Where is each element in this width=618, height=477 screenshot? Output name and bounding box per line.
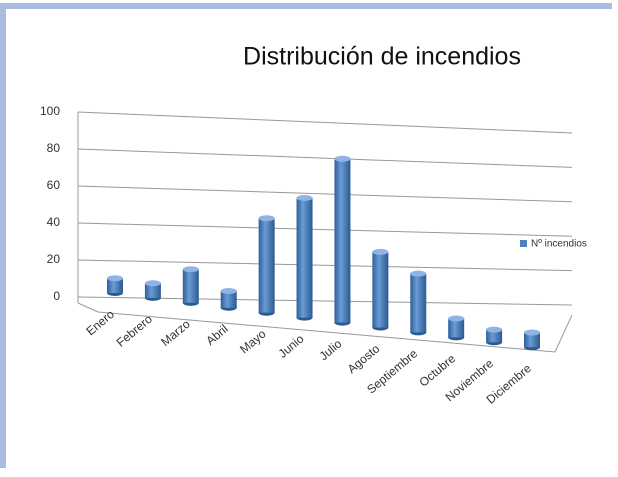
bar — [448, 318, 465, 338]
bar-top — [524, 329, 540, 336]
y-tick-label: 100 — [40, 104, 60, 118]
bar-top — [220, 287, 237, 294]
bar-top — [107, 275, 123, 282]
bar — [258, 218, 275, 313]
y-tick-label: 80 — [47, 141, 61, 155]
grid-line — [77, 259, 573, 272]
bar-top — [296, 194, 313, 201]
y-tick-label: 20 — [47, 252, 61, 266]
bar-top — [486, 326, 503, 333]
y-tick-label: 0 — [53, 289, 60, 303]
grid-line — [77, 148, 573, 168]
bar-top — [410, 270, 427, 277]
bar — [144, 283, 161, 298]
bar-top — [258, 215, 275, 222]
grid-line — [77, 222, 573, 237]
grid-line — [77, 111, 573, 134]
bar — [220, 290, 237, 308]
legend-label: Nº incendios — [531, 239, 587, 250]
chart-title: Distribución de incendios — [243, 43, 521, 71]
y-tick-label: 40 — [47, 215, 61, 229]
legend-swatch — [520, 240, 527, 247]
bar — [372, 251, 389, 328]
bar — [410, 273, 427, 333]
bar — [182, 269, 199, 303]
bar-top — [144, 280, 161, 287]
bar — [296, 197, 313, 318]
grid-line — [77, 185, 573, 203]
bar — [524, 332, 540, 348]
y-tick-label: 60 — [47, 178, 61, 192]
bar-top — [372, 248, 389, 255]
bar-top — [448, 315, 465, 322]
bar — [334, 158, 351, 323]
frame — [0, 3, 612, 468]
bar-top — [334, 155, 351, 162]
floor-edge — [77, 302, 573, 353]
bar — [107, 278, 123, 293]
bar — [486, 329, 503, 343]
bar-top — [182, 266, 199, 273]
